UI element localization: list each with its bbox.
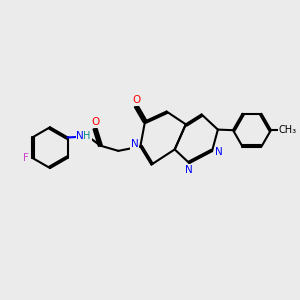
Text: N: N [76,131,84,141]
Text: H: H [83,131,91,141]
Text: F: F [23,153,29,163]
Text: O: O [133,95,141,105]
Text: N: N [215,147,223,157]
Text: O: O [92,117,100,127]
Text: N: N [130,139,138,149]
Text: N: N [185,164,193,175]
Text: CH₃: CH₃ [278,125,297,135]
